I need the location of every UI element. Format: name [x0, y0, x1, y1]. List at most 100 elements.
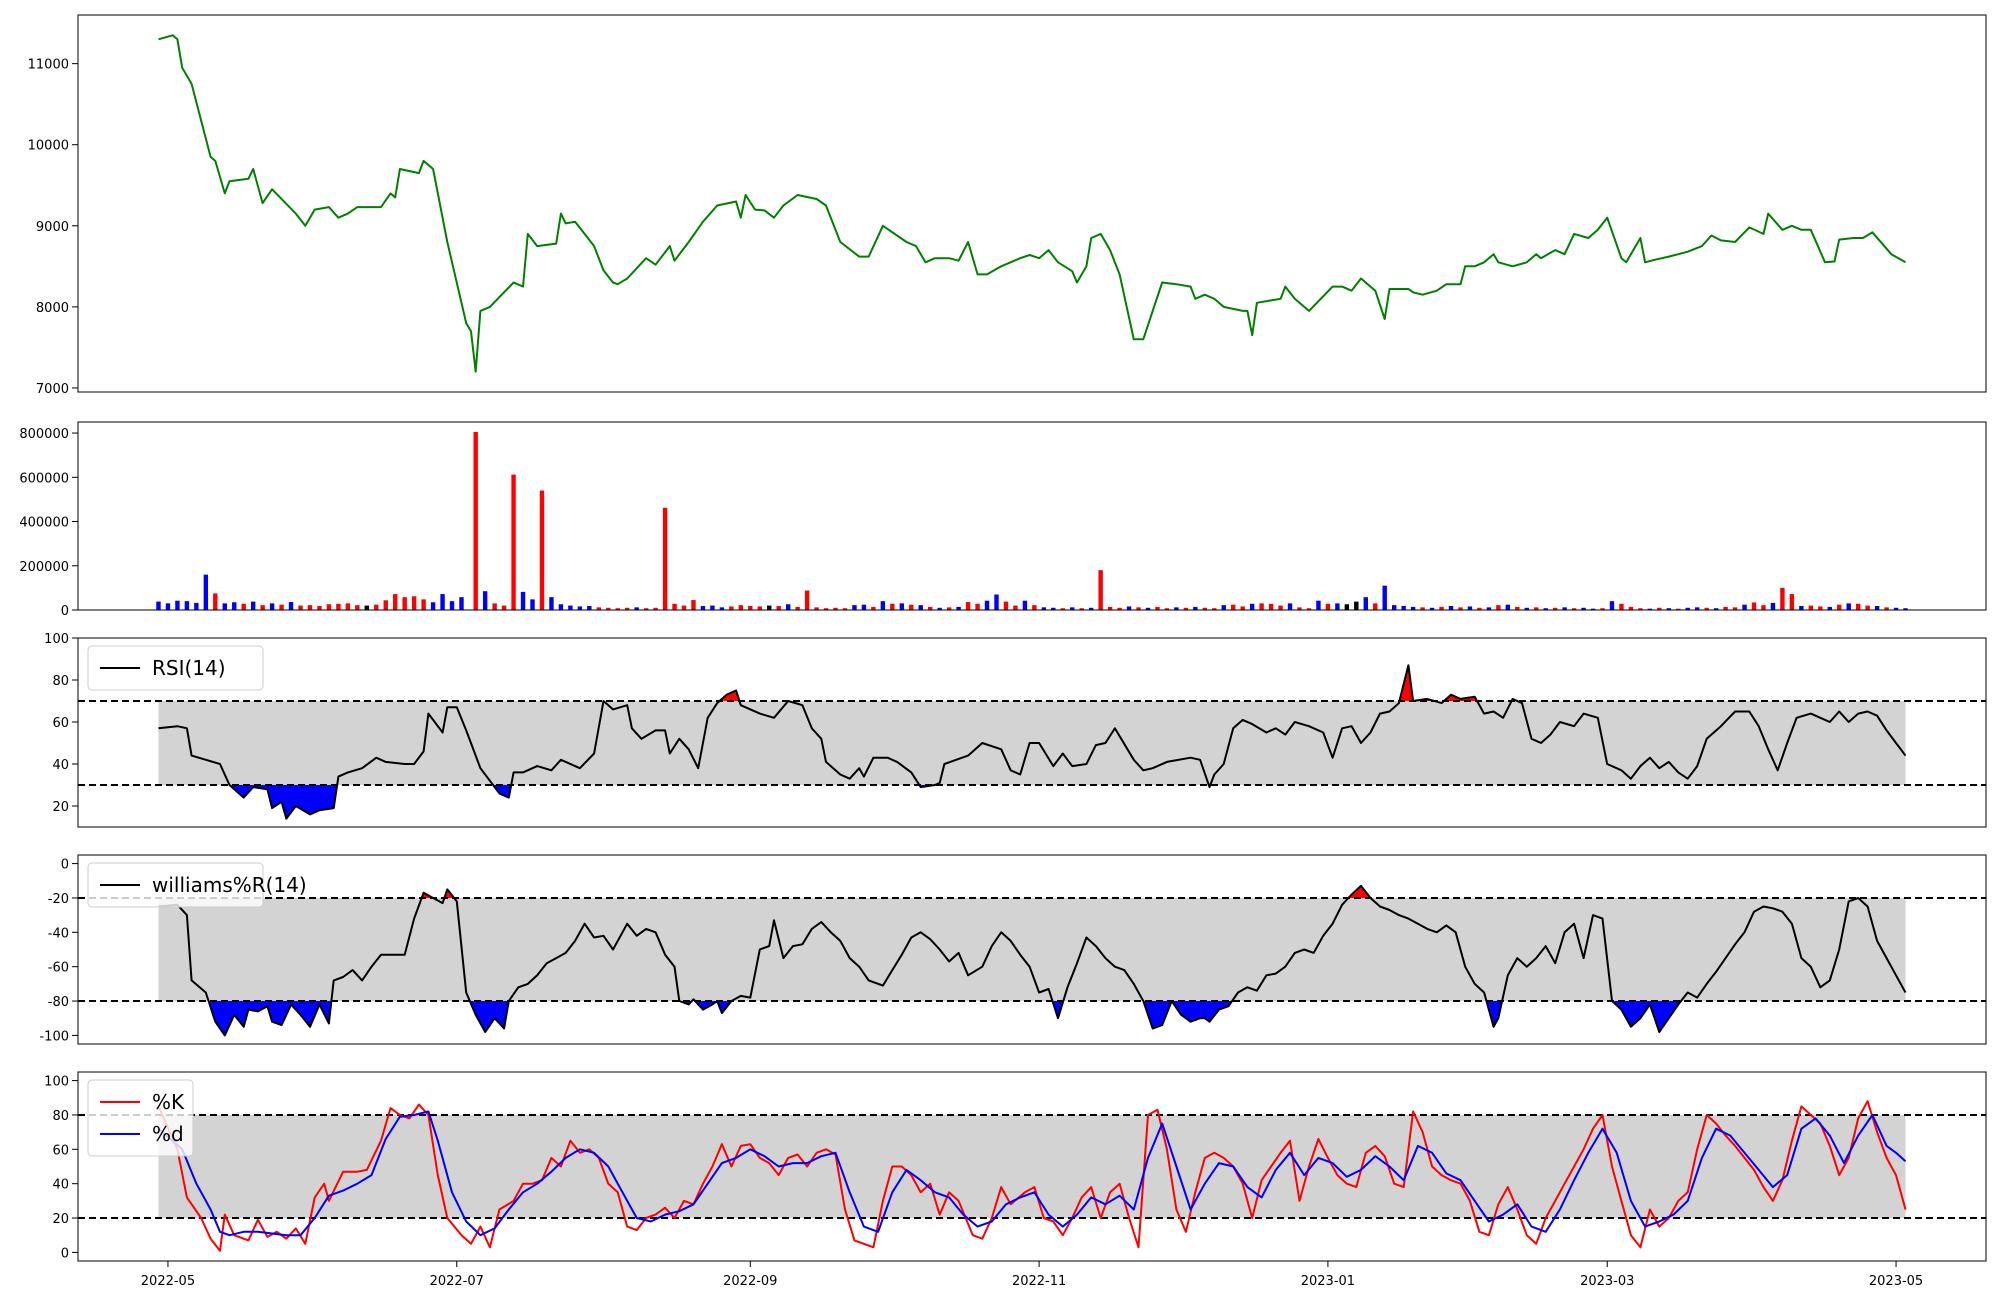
price-panel: 7000 8000 9000 10000 11000: [28, 14, 1987, 397]
stochastic-plot-layer: [78, 1100, 1986, 1252]
volume-bar: [156, 601, 161, 610]
volume-bar: [1713, 608, 1719, 610]
volume-bar: [213, 593, 218, 610]
volume-bar: [1884, 607, 1889, 610]
volume-bar: [1676, 608, 1681, 610]
volume-bar: [662, 507, 668, 610]
volume-bar: [1685, 607, 1690, 610]
volume-bar: [1316, 600, 1321, 610]
stochastic-legend: %K %d: [87, 1079, 194, 1157]
neutral-band: [158, 1114, 1906, 1219]
volume-bar: [1410, 606, 1416, 610]
volume-bar: [965, 602, 971, 610]
oversold-fill: [1486, 1001, 1503, 1027]
volume-bar: [785, 604, 791, 610]
volume-bar: [1174, 607, 1179, 610]
volume-bar: [928, 606, 933, 610]
volume-bar: [1827, 606, 1832, 610]
y-tick-label: 9000: [36, 220, 69, 235]
oversold-fill: [1171, 1001, 1232, 1022]
volume-bar: [1505, 604, 1511, 610]
volume-bar: [946, 607, 952, 610]
volume-bar: [298, 605, 303, 610]
volume-bar: [1193, 606, 1198, 610]
x-tick-label: 2022-11: [1012, 1274, 1066, 1289]
x-tick-label: 2023-01: [1301, 1274, 1355, 1289]
volume-bar: [615, 608, 620, 610]
volume-bar: [1818, 606, 1823, 610]
volume-bar: [880, 601, 886, 610]
volume-bar: [383, 600, 388, 610]
volume-bar: [1742, 604, 1747, 610]
volume-bar: [492, 603, 497, 610]
volume-bar: [861, 604, 867, 610]
y-tick-label: 60: [52, 1143, 69, 1158]
oversold-fill: [208, 1001, 332, 1036]
y-tick-label: 20: [52, 800, 69, 815]
volume-bar: [1458, 607, 1463, 610]
volume-bar: [833, 607, 838, 610]
volume-bar: [1515, 606, 1520, 610]
y-tick-label: 0: [61, 604, 69, 619]
y-tick-label: 40: [52, 758, 69, 773]
volume-bar: [729, 606, 734, 610]
volume-bar: [1562, 607, 1567, 610]
volume-bar: [625, 607, 630, 610]
volume-bar: [374, 604, 379, 610]
volume-bar: [1212, 608, 1217, 610]
volume-bar: [1183, 607, 1189, 610]
volume-bar: [653, 607, 658, 610]
volume-bar: [975, 603, 980, 610]
y-tick-label: 0: [61, 858, 69, 873]
volume-bar: [440, 594, 445, 610]
volume-bar: [317, 606, 322, 610]
volume-bar: [1070, 607, 1075, 610]
volume-bar: [184, 601, 190, 610]
y-tick-label: -100: [39, 1029, 69, 1044]
rsi-plot-layer: [78, 664, 1986, 820]
neutral-band: [158, 897, 1906, 1002]
stochastic-panel-frame: [77, 1071, 1987, 1262]
volume-bar: [587, 606, 592, 610]
volume-bar: [1382, 585, 1387, 610]
volume-bar: [814, 607, 819, 610]
volume-bar: [1231, 604, 1236, 610]
oversold-fill: [469, 1001, 509, 1032]
rsi-panel-frame: [77, 637, 1987, 828]
volume-bar: [1107, 606, 1113, 610]
volume-bar: [1619, 603, 1624, 610]
volume-bar: [1373, 603, 1378, 610]
williams-panel: 0 -20 -40 -60 -80 -100 williams%R(14): [39, 854, 1987, 1045]
volume-bar: [577, 606, 583, 610]
volume-bar: [1628, 606, 1634, 610]
volume-bar: [1259, 603, 1264, 610]
x-tick-label: 2023-03: [1580, 1274, 1634, 1289]
y-tick-label: 10000: [28, 139, 69, 154]
volume-bar: [852, 605, 857, 610]
volume-bar: [1732, 607, 1738, 610]
volume-bar: [430, 602, 436, 610]
volume-bar: [909, 604, 914, 610]
volume-bar: [1041, 607, 1047, 610]
volume-bar: [1837, 604, 1842, 610]
volume-bar: [757, 606, 762, 610]
volume-bar: [1657, 607, 1662, 610]
volume-bar: [1903, 608, 1908, 610]
oversold-fill: [1052, 1001, 1064, 1019]
volume-bar: [473, 431, 478, 610]
volume-bar: [842, 608, 848, 610]
rsi-legend: RSI(14): [87, 645, 264, 691]
volume-bar: [511, 474, 516, 610]
volume-bar: [1088, 607, 1094, 610]
volume-bar: [260, 605, 265, 610]
williams-legend: williams%R(14): [87, 862, 307, 908]
williams-panel-frame: [77, 854, 1987, 1045]
y-tick-label: 80: [52, 674, 69, 689]
y-tick-label: -40: [48, 926, 69, 941]
volume-bar: [1297, 607, 1302, 610]
volume-bar: [336, 603, 341, 610]
volume-bar: [1306, 608, 1312, 610]
volume-bar: [482, 591, 488, 610]
volume-bar: [1808, 605, 1814, 610]
